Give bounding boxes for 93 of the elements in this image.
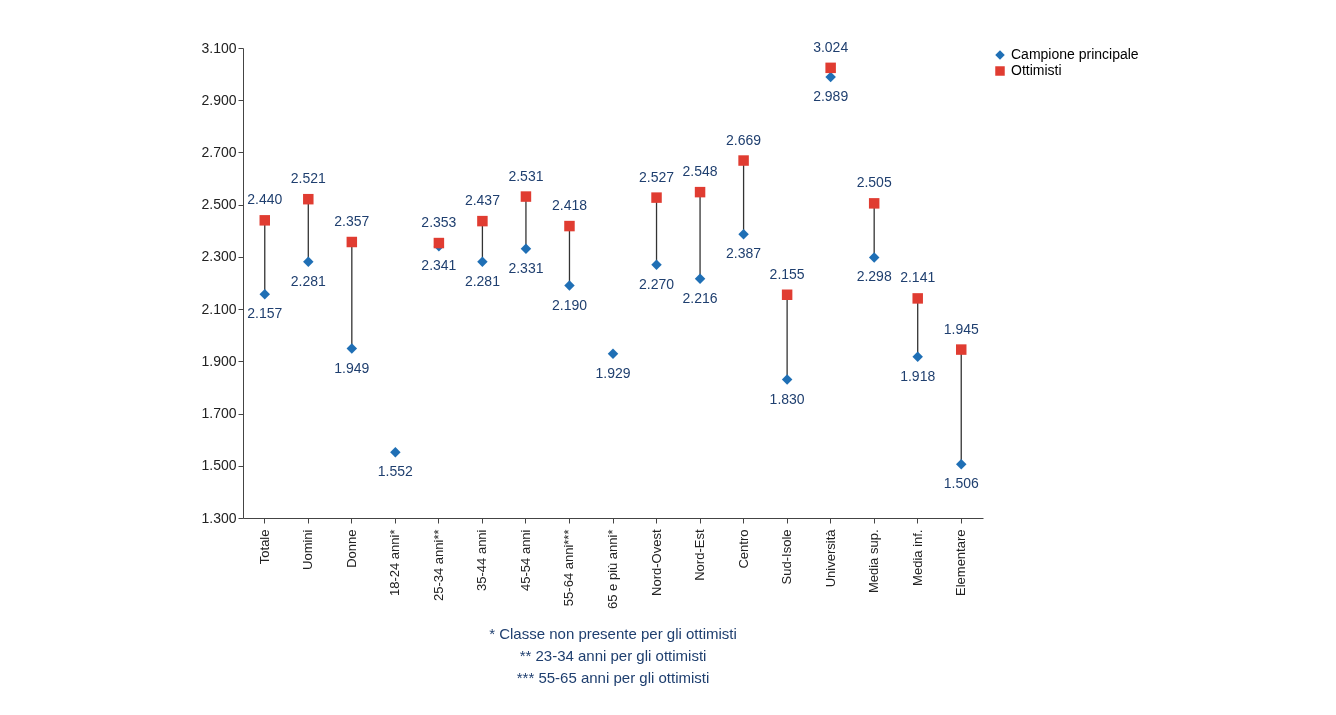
- point: [955, 458, 967, 470]
- data-label: 1.929: [595, 364, 631, 381]
- data-label: 2.353: [421, 214, 457, 231]
- point: [781, 374, 793, 385]
- y-tick-label: 1.300: [201, 509, 237, 526]
- point: [259, 288, 271, 300]
- x-tick-label: Centro: [735, 529, 751, 569]
- x-tick-label: 35-44 anni: [474, 529, 490, 591]
- data-label: 2.298: [856, 268, 892, 285]
- point: [868, 198, 880, 209]
- data-label: 2.190: [551, 296, 588, 313]
- x-tick-label: Uomini: [300, 529, 316, 570]
- point: [694, 186, 706, 198]
- data-label: 2.281: [464, 272, 501, 289]
- text: *** 55-65 anni per gli ottimisti: [516, 668, 710, 686]
- point: [738, 155, 749, 166]
- legend-label: Campione principale: [1011, 46, 1139, 62]
- data-label: 2.521: [290, 170, 327, 187]
- data-label: 2.387: [726, 245, 762, 262]
- data-label: 1.830: [769, 390, 805, 407]
- x-tick-label: Nord-Est: [692, 529, 708, 581]
- y-tick-label: 1.700: [201, 405, 237, 422]
- y-tick-label: 2.100: [201, 300, 237, 317]
- y-tick-label: 2.500: [201, 196, 237, 213]
- y-tick-label: 1.500: [201, 457, 237, 474]
- data-label: 2.216: [682, 289, 718, 306]
- data-label: 2.669: [726, 131, 762, 148]
- data-label: 1.949: [334, 359, 370, 376]
- point: [651, 192, 662, 203]
- data-label: 2.548: [682, 163, 718, 180]
- data-label: 2.331: [508, 259, 544, 276]
- data-label: 1.506: [943, 475, 979, 492]
- x-tick-label: 45-54 anni: [517, 529, 533, 591]
- point: [825, 62, 836, 74]
- data-label: 1.918: [900, 367, 936, 384]
- data-label: 3.024: [813, 38, 849, 55]
- point: [868, 252, 880, 263]
- point: [520, 191, 532, 202]
- point: [912, 293, 923, 304]
- y-tick-label: 2.900: [201, 91, 237, 108]
- legend-label: Ottimisti: [1011, 62, 1062, 78]
- point: [303, 193, 314, 205]
- data-label: 2.505: [856, 174, 892, 191]
- data-label: 1.945: [943, 320, 979, 337]
- data-label: 2.418: [551, 197, 588, 214]
- x-tick-label: Donne: [343, 529, 359, 568]
- data-label: 2.141: [900, 269, 936, 286]
- data-label: 2.357: [334, 213, 370, 230]
- y-tick-label: 1.900: [201, 352, 237, 369]
- x-tick-label: Elementare: [953, 529, 969, 596]
- point: [564, 220, 575, 232]
- point: [346, 236, 358, 248]
- x-tick-label: Sud-Isole: [779, 529, 795, 585]
- point: [781, 289, 793, 300]
- x-tick-label: 55-64 anni***: [561, 529, 577, 607]
- point: [477, 256, 488, 268]
- text: ** 23-34 anni per gli ottimisti: [519, 646, 707, 664]
- point: [259, 215, 271, 226]
- x-tick-label: Università: [822, 528, 838, 588]
- point: [912, 351, 923, 362]
- x-tick-label: 65 e più anni*: [605, 529, 620, 610]
- point: [346, 343, 358, 354]
- data-label: 2.527: [639, 168, 675, 185]
- point: [738, 228, 749, 240]
- y-tick-label: 2.300: [201, 248, 237, 265]
- data-label: 2.341: [421, 257, 457, 274]
- x-tick-label: 25-34 anni**: [430, 529, 446, 602]
- point: [694, 273, 706, 285]
- x-tick-label: Media sup.: [866, 529, 882, 594]
- point: [564, 280, 575, 291]
- point: [477, 215, 488, 227]
- x-tick-label: Nord-Ovest: [648, 529, 664, 596]
- y-tick-label: 3.100: [201, 39, 237, 56]
- point: [390, 446, 401, 458]
- data-label: 1.552: [377, 463, 414, 480]
- data-label: 2.270: [639, 275, 675, 292]
- point: [651, 259, 662, 270]
- point: [955, 344, 967, 355]
- data-label: 2.281: [290, 272, 327, 289]
- data-label: 2.157: [247, 305, 283, 322]
- x-tick-label: Totale: [256, 529, 272, 565]
- data-label: 2.155: [769, 265, 805, 282]
- text: * Classe non presente per gli ottimisti: [489, 624, 737, 642]
- y-tick-label: 2.700: [201, 143, 237, 160]
- point: [607, 348, 619, 360]
- data-label: 2.531: [508, 167, 544, 184]
- data-label: 2.437: [464, 192, 501, 209]
- point: [520, 243, 532, 255]
- x-tick-label: 18-24 anni*: [387, 529, 403, 596]
- x-tick-label: Media inf.: [909, 529, 925, 586]
- data-label: 2.989: [813, 87, 849, 104]
- data-label: 2.440: [247, 191, 283, 208]
- point: [303, 256, 314, 268]
